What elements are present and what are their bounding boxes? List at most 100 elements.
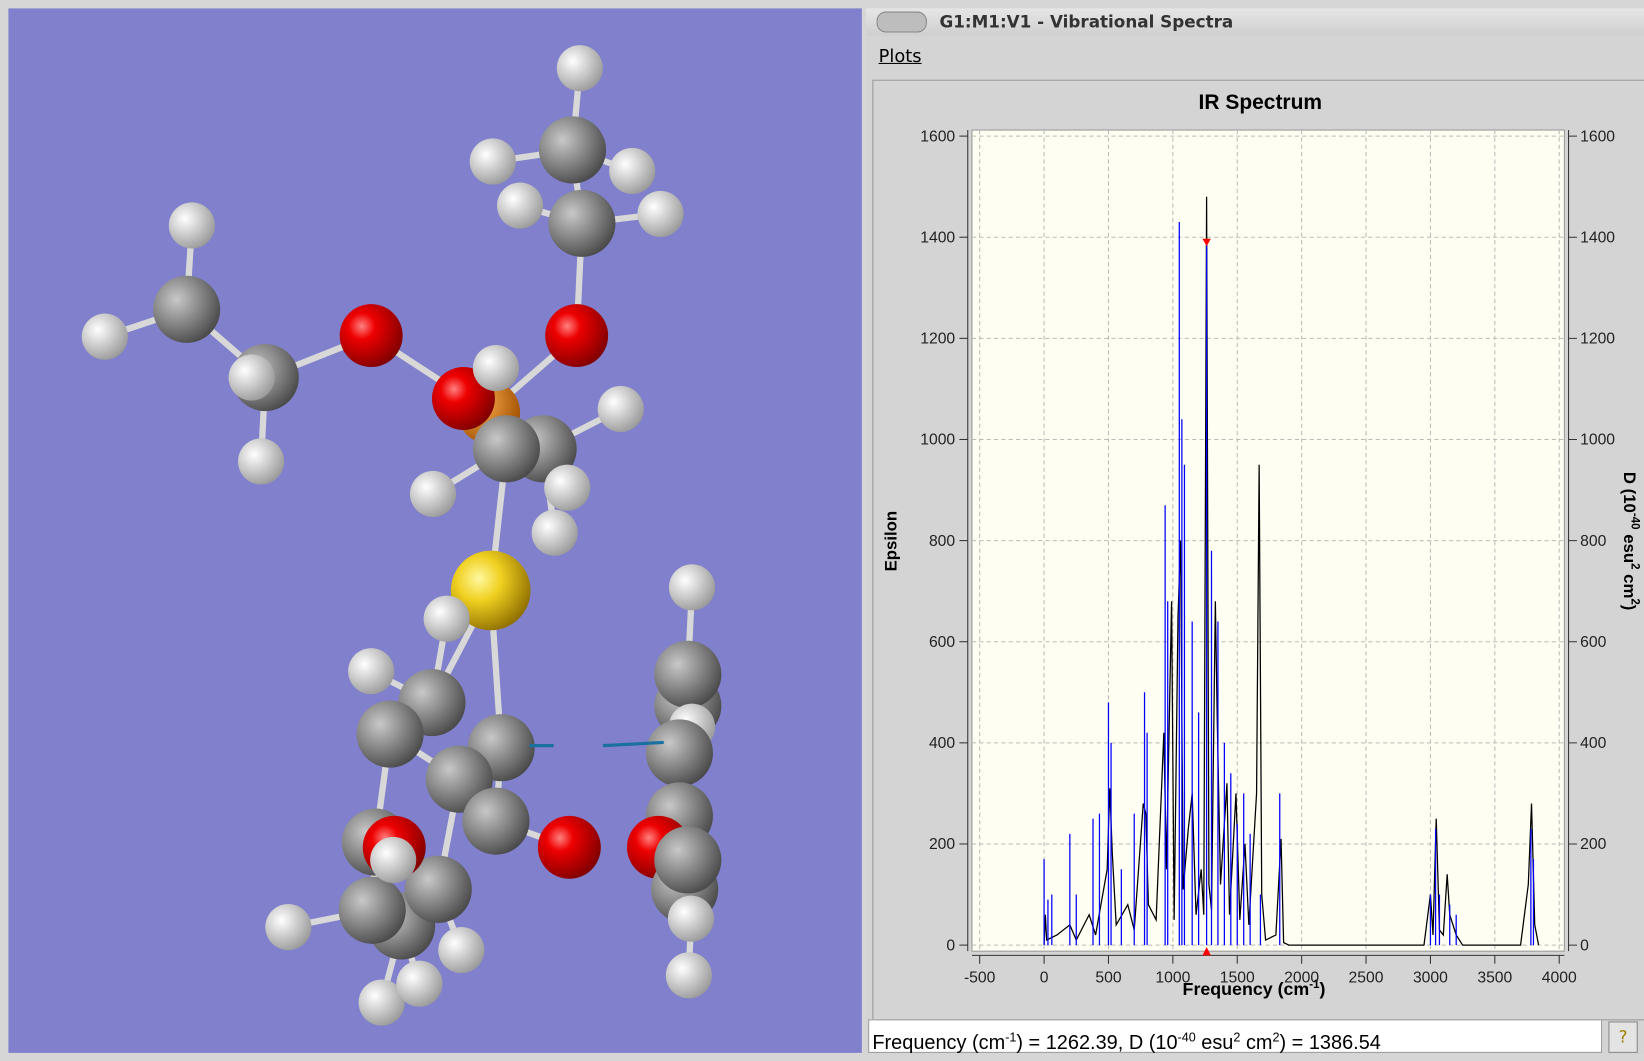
atom: [438, 927, 484, 973]
atom: [668, 896, 714, 942]
screen: G1:M1:V1 - Vibrational Spectra Plots IR …: [0, 0, 1644, 1054]
y-tick-label: 1400: [920, 229, 955, 246]
status-part: ,: [1118, 1032, 1129, 1054]
atom: [646, 719, 713, 786]
label-part: D (10: [1620, 472, 1639, 513]
y-tick-label: 200: [929, 836, 955, 853]
label-part: esu: [1620, 530, 1639, 564]
atom: [497, 182, 543, 228]
atom: [609, 148, 655, 194]
status-part: Frequency (cm: [872, 1032, 1005, 1054]
y2-tick-label: 1400: [1580, 229, 1615, 246]
atom: [473, 345, 519, 391]
atom: [545, 304, 608, 367]
displacement-arrows: [529, 742, 663, 745]
y-tick-label: 1000: [920, 432, 955, 449]
atoms: [82, 45, 722, 1026]
atom: [410, 471, 456, 517]
status-sup: 2: [1233, 1030, 1240, 1045]
status-value: 1262.39: [1046, 1032, 1118, 1054]
y-tick-label: 600: [929, 634, 955, 651]
label-part: cm: [1620, 569, 1639, 598]
atom: [265, 904, 311, 950]
atom: [153, 276, 220, 343]
status-sup: -40: [1178, 1030, 1196, 1045]
y-tick-label: 1600: [920, 128, 955, 145]
atom: [544, 465, 590, 511]
atom: [339, 877, 406, 944]
y2-tick-label: 1200: [1580, 331, 1615, 348]
chart-title: IR Spectrum: [1199, 91, 1323, 114]
y2-tick-label: 200: [1580, 836, 1606, 853]
atom: [356, 701, 423, 768]
y-tick-label: 0: [946, 937, 955, 954]
atom: [538, 816, 601, 879]
page: {"window":{"title":"G1:M1:V1 - Vibration…: [0, 0, 1644, 1054]
x-tick-label: 1000: [1155, 970, 1190, 987]
status-sup: -1: [1005, 1030, 1016, 1045]
atom: [470, 138, 516, 184]
atom: [229, 354, 275, 400]
y-axis-label: Epsilon: [881, 511, 900, 572]
y2-axis-label: D (10-40 esu2 cm2): [1620, 472, 1640, 611]
atom: [669, 564, 715, 610]
y-tick-label: 800: [929, 533, 955, 550]
label-sup: -40: [1628, 513, 1640, 530]
atom: [462, 788, 529, 855]
y2-tick-label: 800: [1580, 533, 1606, 550]
molecule-view[interactable]: [8, 8, 861, 1053]
atom: [548, 190, 615, 257]
status-part: =: [1023, 1032, 1046, 1054]
atom: [348, 648, 394, 694]
x-tick-label: 1500: [1220, 970, 1255, 987]
x-tick-label: -500: [964, 970, 996, 987]
help-button[interactable]: ?: [1608, 1021, 1637, 1052]
atom: [424, 596, 470, 642]
status-part: ): [1280, 1032, 1287, 1054]
atom: [340, 304, 403, 367]
atom: [396, 961, 442, 1007]
title-bar: G1:M1:V1 - Vibrational Spectra: [866, 8, 1644, 35]
y2-tick-label: 400: [1580, 735, 1606, 752]
menu-bar: Plots: [866, 40, 1644, 74]
x-tick-label: 4000: [1542, 970, 1577, 987]
atom: [532, 510, 578, 556]
window-buttons[interactable]: [877, 12, 927, 33]
y2-tick-label: 1000: [1580, 432, 1615, 449]
chart: IR Spectrum Epsilon Frequency (cm-1) D (…: [873, 81, 1644, 1020]
status-part: ): [1016, 1032, 1023, 1054]
y-tick-label: 400: [929, 735, 955, 752]
status-bar: Frequency (cm-1) = 1262.39, D (10-40 esu…: [868, 1019, 1602, 1053]
x-tick-label: 500: [1095, 970, 1121, 987]
atom: [654, 641, 721, 708]
y-tick-label: 1200: [920, 331, 955, 348]
atom: [473, 415, 540, 482]
status-part: esu: [1196, 1032, 1234, 1054]
spectrum-window: G1:M1:V1 - Vibrational Spectra Plots IR …: [866, 8, 1644, 1054]
x-tick-label: 3000: [1413, 970, 1448, 987]
window-title: G1:M1:V1 - Vibrational Spectra: [939, 8, 1233, 35]
label-part: ): [1620, 605, 1639, 611]
atom: [370, 837, 416, 883]
atom: [637, 191, 683, 237]
x-tick-label: 2000: [1284, 970, 1319, 987]
atom: [654, 826, 721, 893]
status-value: 1386.54: [1309, 1032, 1381, 1054]
atom: [82, 314, 128, 360]
atom: [238, 438, 284, 484]
status-part: D (10: [1129, 1032, 1178, 1054]
status-part: cm: [1240, 1032, 1272, 1054]
y2-tick-label: 600: [1580, 634, 1606, 651]
label-part: ): [1320, 979, 1326, 999]
atom: [539, 116, 606, 183]
y2-tick-label: 1600: [1580, 128, 1615, 145]
x-tick-label: 3500: [1477, 970, 1512, 987]
x-tick-label: 2500: [1349, 970, 1384, 987]
atom: [666, 952, 712, 998]
menu-item[interactable]: Plots: [879, 46, 922, 67]
atom: [557, 45, 603, 91]
atom: [169, 202, 215, 248]
chart-panel: IR Spectrum Epsilon Frequency (cm-1) D (…: [872, 80, 1644, 1021]
atom: [598, 386, 644, 432]
x-tick-label: 0: [1040, 970, 1049, 987]
